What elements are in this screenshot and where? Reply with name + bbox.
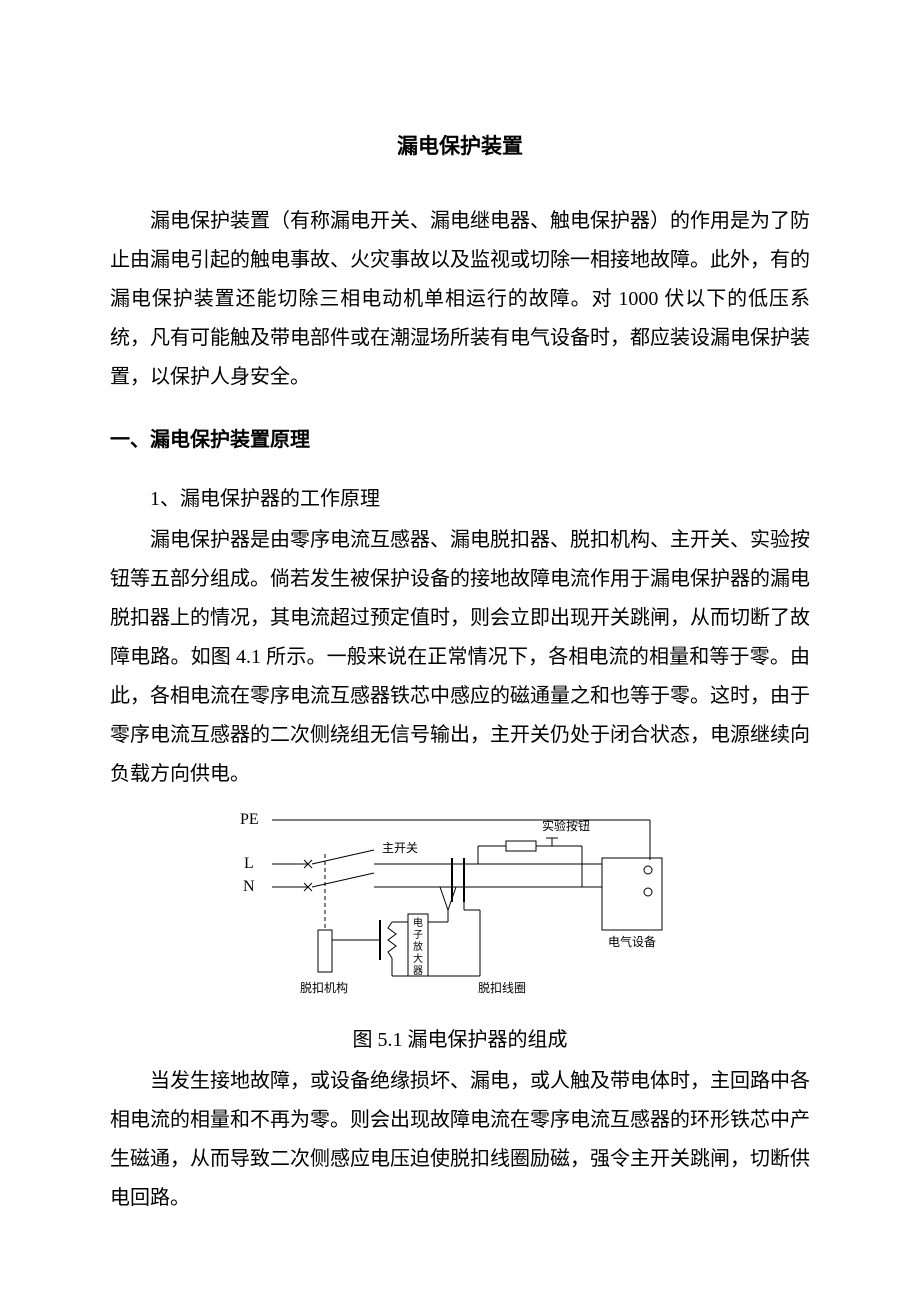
circuit-diagram: PE L 主开关 N <box>230 802 690 1012</box>
label-amp-3: 放 <box>413 940 423 953</box>
label-trip-coil: 脱扣线圈 <box>478 980 526 995</box>
wire-label-l: L <box>244 855 254 872</box>
label-equipment: 电气设备 <box>608 934 656 949</box>
wire-label-n: N <box>243 878 255 895</box>
closing-paragraph: 当发生接地故障，或设备绝缘损坏、漏电，或人触及带电体时，主回路中各相电流的相量和… <box>110 1062 810 1218</box>
label-trip-mech: 脱扣机构 <box>300 980 348 995</box>
subsection-1: 1、漏电保护器的工作原理 <box>110 480 810 519</box>
label-test-button: 实验按钮 <box>542 818 590 833</box>
label-amp-1: 电 <box>413 916 423 929</box>
label-amp-5: 器 <box>413 965 423 977</box>
principle-paragraph: 漏电保护器是由零序电流互感器、漏电脱扣器、脱扣机构、主开关、实验按钮等五部分组成… <box>110 521 810 794</box>
page-title: 漏电保护装置 <box>110 130 810 160</box>
figure-caption: 图 5.1 漏电保护器的组成 <box>110 1023 810 1052</box>
figure-5-1: PE L 主开关 N <box>230 802 690 1017</box>
section-heading-1: 一、漏电保护装置原理 <box>110 423 810 452</box>
document-page: 漏电保护装置 漏电保护装置（有称漏电开关、漏电继电器、触电保护器）的作用是为了防… <box>0 0 920 1302</box>
label-amp-2: 子 <box>413 929 423 941</box>
wire-label-pe: PE <box>240 811 259 828</box>
intro-paragraph: 漏电保护装置（有称漏电开关、漏电继电器、触电保护器）的作用是为了防止由漏电引起的… <box>110 202 810 397</box>
label-amp-4: 大 <box>413 952 423 965</box>
label-main-switch: 主开关 <box>382 841 418 855</box>
